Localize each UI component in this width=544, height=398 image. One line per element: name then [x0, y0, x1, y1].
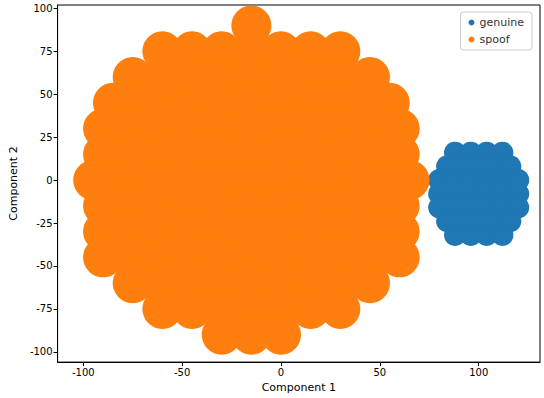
- svg-text:-75: -75: [36, 303, 52, 314]
- svg-text:100: 100: [34, 3, 53, 14]
- svg-text:-50: -50: [36, 260, 52, 271]
- svg-text:50: 50: [373, 367, 386, 378]
- svg-text:0: 0: [278, 367, 284, 378]
- svg-text:Component 2: Component 2: [7, 146, 20, 220]
- svg-text:100: 100: [469, 367, 488, 378]
- svg-text:Component 1: Component 1: [262, 381, 336, 394]
- svg-text:-50: -50: [174, 367, 190, 378]
- svg-text:genuine: genuine: [480, 16, 525, 29]
- svg-text:spoof: spoof: [480, 33, 511, 46]
- svg-text:-25: -25: [36, 218, 52, 229]
- svg-text:-100: -100: [30, 346, 53, 357]
- svg-text:0: 0: [46, 175, 52, 186]
- svg-text:50: 50: [40, 89, 53, 100]
- svg-text:25: 25: [40, 132, 53, 143]
- svg-text:75: 75: [40, 46, 53, 57]
- svg-text:-100: -100: [72, 367, 95, 378]
